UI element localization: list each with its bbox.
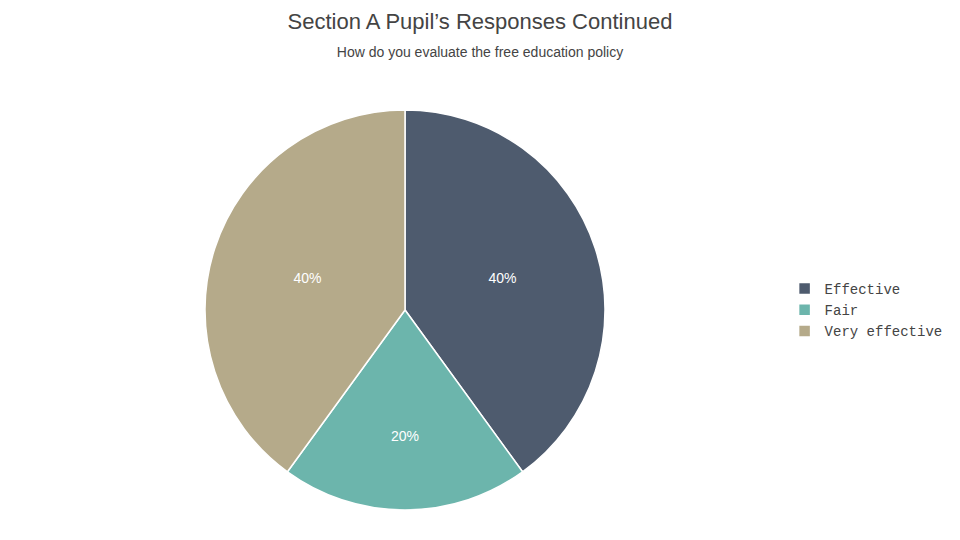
svg-text:40%: 40% <box>293 270 321 286</box>
svg-text:Section A Pupil’s Responses Co: Section A Pupil’s Responses ContinuedHow… <box>288 9 673 61</box>
svg-text:Effective: Effective <box>825 282 901 298</box>
svg-text:Very effective: Very effective <box>825 324 943 340</box>
svg-text:20%: 20% <box>391 428 419 444</box>
svg-text:Fair: Fair <box>825 303 859 319</box>
svg-text:40%: 40% <box>488 270 516 286</box>
